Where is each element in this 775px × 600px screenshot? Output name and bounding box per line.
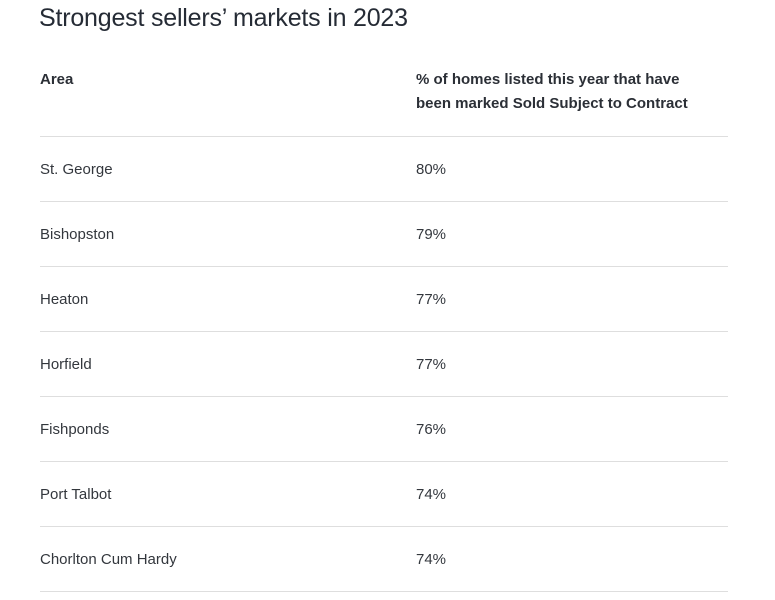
area-cell: Chorlton Cum Hardy xyxy=(40,550,177,568)
percent-cell: 77% xyxy=(416,290,447,308)
percent-cell: 74% xyxy=(416,485,447,503)
sellers-markets-table: Area % of homes listed this year that ha… xyxy=(40,68,728,592)
percent-cell: 79% xyxy=(416,225,447,243)
table-row: Bishopston 79% xyxy=(40,202,728,267)
area-cell: Fishponds xyxy=(40,420,110,438)
area-cell: Heaton xyxy=(40,290,89,308)
percent-cell: 80% xyxy=(416,160,447,178)
table-row: Chorlton Cum Hardy 74% xyxy=(40,527,728,592)
percent-cell: 76% xyxy=(416,420,447,438)
header-area: Area xyxy=(40,71,74,88)
table-row: Horfield 77% xyxy=(40,332,728,397)
header-percent: % of homes listed this year that have be… xyxy=(416,71,688,112)
area-cell: St. George xyxy=(40,160,113,178)
table-row: Port Talbot 74% xyxy=(40,462,728,527)
area-cell: Port Talbot xyxy=(40,485,112,503)
table-row: Fishponds 76% xyxy=(40,397,728,462)
percent-cell: 74% xyxy=(416,550,447,568)
table-row: St. George 80% xyxy=(40,137,728,202)
table-row: Heaton 77% xyxy=(40,267,728,332)
percent-cell: 77% xyxy=(416,355,447,373)
page-title: Strongest sellers’ markets in 2023 xyxy=(39,4,408,32)
area-cell: Bishopston xyxy=(40,225,115,243)
table-header: Area % of homes listed this year that ha… xyxy=(40,68,728,137)
area-cell: Horfield xyxy=(40,355,92,373)
